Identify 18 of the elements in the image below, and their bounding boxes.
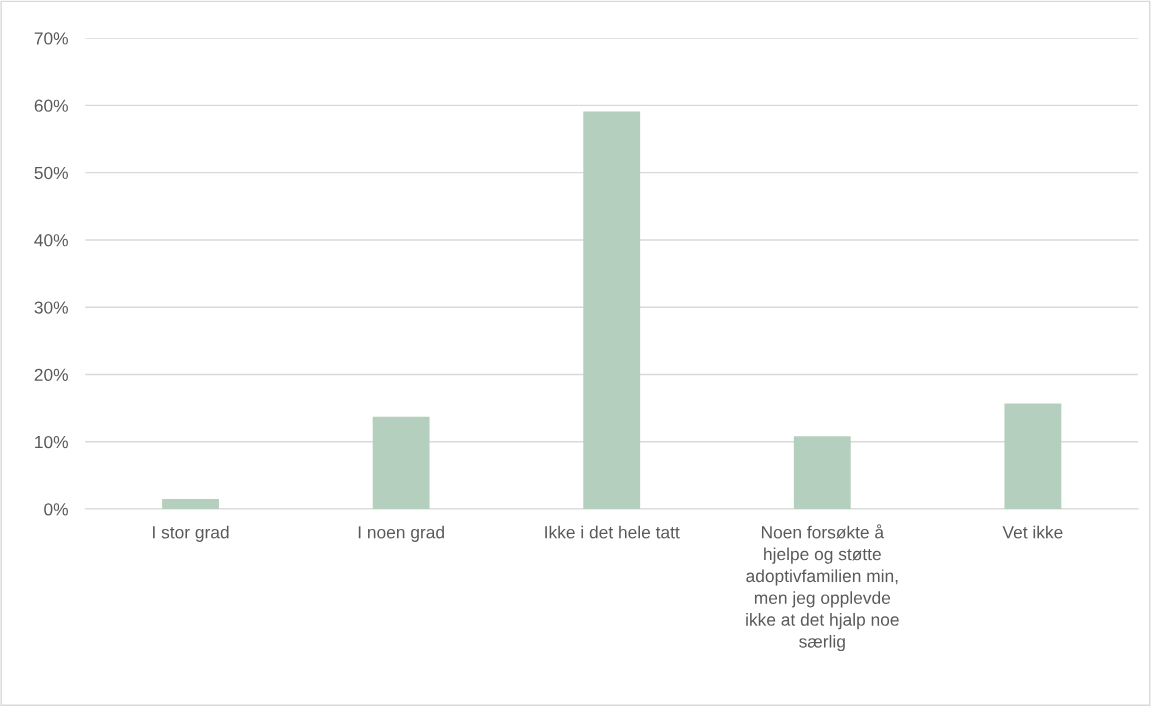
y-tick-label: 30% [34, 301, 68, 314]
y-tick-label: 40% [34, 234, 68, 247]
bar [583, 111, 641, 510]
bar [793, 436, 851, 510]
y-tick-label: 50% [34, 166, 68, 180]
y-tick-label: 60% [34, 99, 68, 112]
bar [372, 416, 430, 510]
x-tick-label: Vet ikke [1002, 525, 1063, 539]
x-tick-label: I stor grad [153, 525, 229, 542]
bar [1004, 403, 1062, 510]
x-tick-label: Noen forsøkte å hjelpe og støtte adoptivfamilien min, men jeg opplevde ikke at det hjalp noe særlig [746, 524, 899, 652]
y-tick-label: 20% [34, 368, 68, 381]
y-tick-label: 70% [34, 32, 68, 45]
y-tick-label: 10% [35, 435, 68, 449]
y-tick-label: 0% [44, 503, 68, 516]
bar [162, 498, 219, 510]
x-tick-label: Ikke i det hele tatt [545, 525, 680, 539]
x-tick-label: I noen grad [358, 525, 444, 542]
